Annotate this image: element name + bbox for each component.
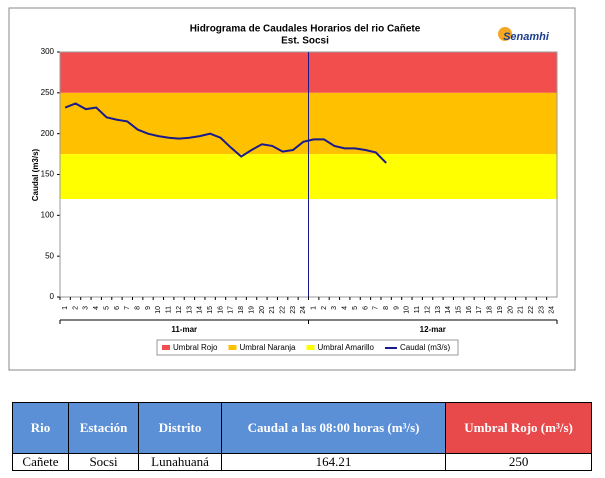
x-tick-label: 21 (269, 306, 276, 314)
x-tick-label: 1 (311, 306, 318, 310)
header-cell: Umbral Rojo (m³/s) (445, 402, 592, 454)
x-tick-label: 17 (228, 306, 235, 314)
cell: 250 (445, 453, 592, 471)
y-tick-label: 0 (50, 292, 55, 301)
x-tick-label: 12 (176, 306, 183, 314)
legend-swatch (228, 345, 237, 350)
x-tick-label: 17 (476, 306, 483, 314)
x-tick-label: 9 (393, 306, 400, 310)
y-tick-label: 300 (41, 47, 55, 56)
x-tick-label: 7 (373, 306, 380, 310)
x-tick-label: 20 (507, 306, 514, 314)
x-tick-label: 1 (62, 306, 69, 310)
x-tick-label: 13 (435, 306, 442, 314)
x-tick-label: 23 (538, 306, 545, 314)
x-tick-label: 18 (238, 306, 245, 314)
x-tick-label: 13 (186, 306, 193, 314)
x-tick-label: 18 (487, 306, 494, 314)
x-tick-label: 24 (549, 306, 556, 314)
x-tick-label: 8 (135, 306, 142, 310)
header-cell: Caudal a las 08:00 horas (m³/s) (220, 402, 447, 454)
x-tick-label: 15 (207, 306, 214, 314)
x-tick-label: 22 (528, 306, 535, 314)
legend-label: Umbral Amarillo (318, 343, 375, 352)
x-tick-label: 12 (424, 306, 431, 314)
legend-label: Umbral Naranja (239, 343, 296, 352)
x-tick-label: 6 (114, 306, 121, 310)
x-tick-label: 11 (414, 306, 421, 313)
x-tick-label: 9 (145, 306, 152, 310)
y-tick-label: 250 (41, 88, 55, 97)
cell: Cañete (12, 453, 69, 471)
group-label: 12-mar (420, 325, 446, 334)
legend-swatch (162, 345, 170, 350)
x-tick-label: 19 (497, 306, 504, 314)
legend-label: Umbral Rojo (173, 343, 218, 352)
x-tick-label: 8 (383, 306, 390, 310)
x-tick-label: 3 (83, 306, 90, 310)
y-axis-label: Caudal (m3/s) (31, 148, 40, 201)
x-tick-label: 20 (259, 306, 266, 314)
x-tick-label: 4 (93, 306, 100, 310)
x-tick-label: 11 (166, 306, 173, 313)
x-tick-label: 22 (279, 306, 286, 314)
x-tick-label: 3 (331, 306, 338, 310)
x-tick-label: 23 (290, 306, 297, 314)
legend-swatch (306, 345, 315, 350)
x-tick-label: 5 (103, 306, 110, 310)
x-tick-label: 5 (352, 306, 359, 310)
legend-label: Caudal (m3/s) (400, 343, 451, 352)
x-tick-label: 14 (197, 306, 204, 314)
x-tick-label: 14 (445, 306, 452, 314)
data-table: Rio Estación Distrito Caudal a las 08:00… (12, 402, 592, 471)
header-cell: Estación (67, 402, 140, 454)
x-tick-label: 7 (124, 306, 131, 310)
header-cell: Distrito (138, 402, 222, 454)
cell: Lunahuaná (138, 453, 222, 471)
x-tick-label: 10 (155, 306, 162, 314)
x-tick-label: 24 (300, 306, 307, 314)
x-tick-label: 6 (362, 306, 369, 310)
x-tick-label: 16 (466, 306, 473, 314)
table-header: Rio Estación Distrito Caudal a las 08:00… (12, 402, 592, 454)
header-cell: Rio (12, 402, 69, 454)
x-tick-label: 15 (455, 306, 462, 314)
chart: Hidrograma de Caudales Horarios del rio … (8, 7, 576, 371)
y-tick-label: 50 (45, 251, 54, 260)
y-tick-label: 150 (41, 170, 55, 179)
x-tick-label: 21 (518, 306, 525, 314)
logo-icon (498, 27, 512, 41)
x-tick-label: 2 (72, 306, 79, 310)
table-row: Cañete Socsi Lunahuaná 164.21 250 (12, 453, 592, 471)
x-tick-label: 10 (404, 306, 411, 314)
group-label: 11-mar (171, 325, 197, 334)
x-tick-label: 19 (248, 306, 255, 314)
y-tick-label: 200 (41, 129, 55, 138)
y-tick-label: 100 (41, 210, 55, 219)
x-tick-label: 2 (321, 306, 328, 310)
logo: Senamhi (503, 31, 550, 43)
data-line (64, 102, 387, 164)
x-tick-label: 4 (342, 306, 349, 310)
chart-subtitle: Est. Socsi (281, 36, 329, 47)
cell: Socsi (67, 453, 140, 471)
x-tick-label: 16 (217, 306, 224, 314)
chart-title: Hidrograma de Caudales Horarios del rio … (190, 24, 421, 35)
cell: 164.21 (220, 453, 447, 471)
